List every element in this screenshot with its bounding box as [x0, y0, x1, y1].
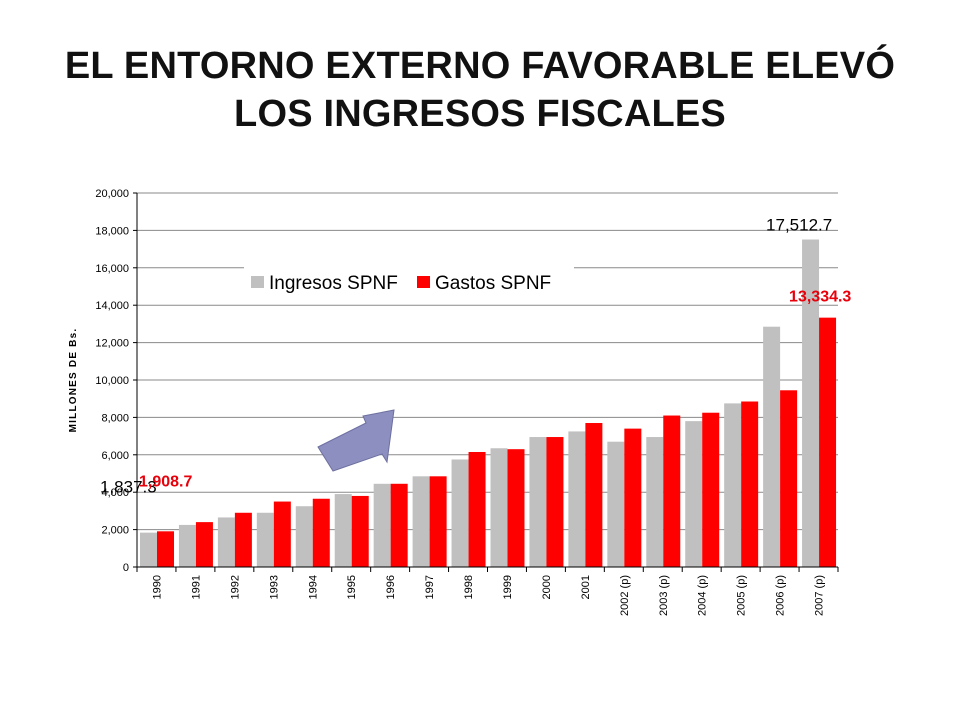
data-label: 13,334.3: [789, 289, 851, 306]
bar-ingresos: [685, 421, 703, 567]
x-tick-label: 2003 (p): [658, 575, 670, 616]
bar-gastos: [741, 401, 759, 567]
legend: Ingresos SPNF Gastos SPNF: [244, 265, 574, 298]
slide-title: EL ENTORNO EXTERNO FAVORABLE ELEVÓ LOS I…: [0, 42, 960, 138]
bar-ingresos: [763, 326, 781, 567]
gridlines: [137, 192, 838, 568]
x-tick-label: 1990: [151, 575, 163, 599]
x-tick-label: 2007 (p): [814, 575, 826, 616]
bar-ingresos: [646, 437, 664, 567]
bar-gastos: [351, 495, 369, 567]
bar-ingresos: [140, 532, 157, 567]
bar-gastos: [507, 449, 525, 567]
bar-gastos: [663, 415, 681, 567]
bar-gastos: [390, 483, 408, 567]
bar-ingresos: [178, 524, 196, 567]
x-tick-label: 2005 (p): [736, 575, 748, 616]
x-tick-label: 1991: [190, 575, 202, 599]
bar-ingresos: [607, 441, 625, 567]
y-tick-label: 14,000: [95, 300, 129, 312]
x-axis-ticks: 1990 1991 1992 1993 1994 1995 1996 1997 1998 1999…: [136, 567, 839, 616]
y-tick-label: 0: [123, 562, 129, 574]
y-tick-label: 8,000: [101, 412, 129, 424]
bar-ingresos: [412, 476, 430, 567]
legend-swatch-gastos: [417, 276, 430, 288]
bar-gastos: [819, 317, 837, 567]
bar-gastos: [157, 531, 174, 567]
bar-ingresos: [217, 517, 235, 567]
x-tick-label: 2000: [541, 575, 553, 599]
data-label: 1,837.3: [100, 478, 157, 497]
legend-label-gastos: Gastos SPNF: [435, 273, 551, 294]
x-tick-label: 1998: [463, 575, 475, 599]
y-tick-label: 12,000: [95, 338, 129, 350]
x-tick-label: 2002 (p): [619, 575, 631, 616]
y-tick-label: 20,000: [95, 188, 129, 200]
x-tick-label: 2004 (p): [697, 575, 709, 616]
legend-background: [244, 265, 574, 298]
data-annotations: 1,837.31,908.7 17,512.7 13,334.3: [100, 216, 851, 497]
axes: [136, 193, 838, 568]
y-axis-label: MILLONES DE Bs.: [68, 328, 79, 433]
bar-ingresos: [802, 239, 820, 567]
bar-ingresos: [529, 437, 547, 567]
y-tick-label: 10,000: [95, 375, 129, 387]
legend-label-ingresos: Ingresos SPNF: [269, 273, 398, 294]
x-tick-label: 1996: [385, 575, 397, 599]
x-tick-label: 2001: [580, 575, 592, 599]
bar-gastos: [195, 522, 213, 567]
bar-gastos: [312, 498, 330, 567]
legend-swatch-ingresos: [251, 276, 264, 288]
bar-gastos: [273, 501, 291, 567]
x-tick-label: 1992: [229, 575, 241, 599]
x-tick-label: 1995: [346, 575, 358, 599]
bar-ingresos: [490, 448, 508, 567]
bars: [140, 239, 837, 567]
y-tick-label: 18,000: [95, 225, 129, 237]
bar-gastos: [234, 512, 252, 567]
y-tick-label: 6,000: [101, 450, 129, 462]
bar-gastos: [546, 437, 564, 567]
x-tick-label: 1999: [502, 575, 514, 599]
bar-gastos: [624, 428, 642, 567]
x-tick-label: 1994: [307, 575, 319, 599]
title-line-2: LOS INGRESOS FISCALES: [234, 93, 726, 135]
data-label: 17,512.7: [766, 216, 832, 235]
trend-arrow-icon: [317, 409, 395, 472]
bar-ingresos: [724, 403, 742, 567]
bar-ingresos: [568, 431, 586, 567]
bar-gastos: [780, 390, 798, 567]
title-line-1: EL ENTORNO EXTERNO FAVORABLE ELEVÓ: [64, 45, 896, 87]
x-tick-label: 1997: [424, 575, 436, 599]
y-axis-ticks: 0 2,000 4,000 6,000 8,000 10,000 12,000 14,000 1…: [95, 188, 137, 574]
bar-ingresos: [334, 494, 352, 567]
data-label: 1,908.7: [139, 473, 192, 490]
bar-ingresos: [373, 483, 391, 567]
y-tick-label: 4,000: [101, 487, 129, 499]
bar-ingresos: [256, 512, 274, 567]
bar-ingresos: [295, 506, 313, 567]
bar-ingresos: [451, 459, 469, 567]
x-tick-label: 1993: [268, 575, 280, 599]
bar-gastos: [468, 451, 486, 567]
y-tick-label: 16,000: [95, 263, 129, 275]
y-tick-label: 2,000: [101, 525, 129, 537]
bar-gastos: [429, 476, 447, 567]
bar-gastos: [702, 412, 720, 567]
x-tick-label: 2006 (p): [775, 575, 787, 616]
bar-gastos: [585, 423, 603, 567]
